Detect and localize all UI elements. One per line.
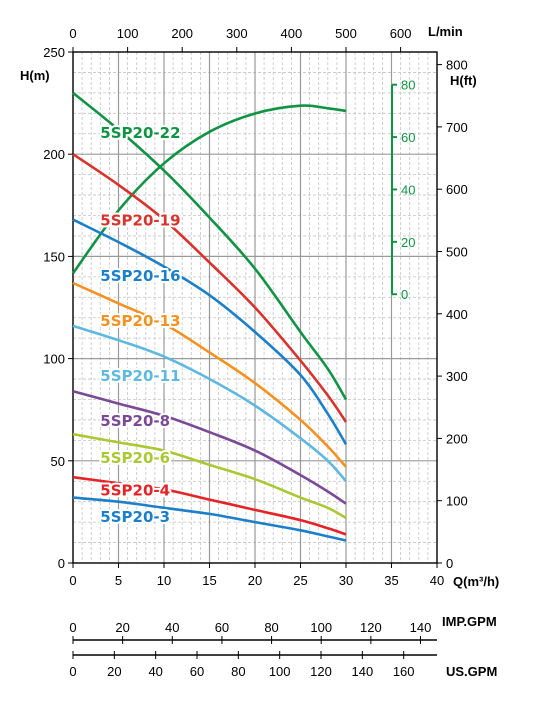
imp-gpm-tick-label: 20 — [115, 620, 129, 635]
us-gpm-upper-tick-label: 40 — [148, 664, 162, 679]
series-label: 5SP20-19 — [100, 212, 180, 230]
lmin-tick-label: 600 — [390, 26, 412, 41]
efficiency-tick-label: 40 — [401, 182, 415, 197]
series-line — [72, 218, 348, 446]
y-tick-label: 250 — [43, 45, 65, 60]
series-line — [72, 91, 348, 401]
us-gpm-upper-tick-label: 160 — [393, 664, 415, 679]
series-line — [72, 281, 347, 468]
efficiency-tick-label: 20 — [401, 235, 415, 250]
efficiency-axis: 0 20 40 60 80 — [391, 78, 415, 302]
series-line — [72, 153, 348, 423]
y2-tick-label: 100 — [446, 494, 468, 509]
efficiency-tick-label: 80 — [401, 78, 415, 93]
y-tick-label: 0 — [58, 556, 65, 571]
series-line — [72, 324, 347, 483]
y2-tick-label: 800 — [446, 58, 468, 73]
flow-unit-scales: 0 20 40 60 80 100 120 140 0 20 40 60 80 100 120 140 160 — [69, 620, 437, 679]
efficiency-tick-label: 60 — [401, 130, 415, 145]
imp-gpm-tick-label: 100 — [310, 620, 332, 635]
us-gpm-upper-tick-label: 120 — [310, 664, 332, 679]
series-label: 5SP20-22 — [100, 124, 180, 142]
x-tick-label: 0 — [69, 573, 76, 588]
y2-tick-label: 300 — [446, 369, 468, 384]
series-label: 5SP20-3 — [100, 508, 170, 526]
y2-tick-label: 200 — [446, 431, 468, 446]
y-tick-label: 50 — [51, 454, 65, 469]
series-label: 5SP20-4 — [100, 482, 170, 500]
tick-labels: 0 5 10 15 20 25 30 35 40050100150200250010020030… — [43, 26, 467, 588]
efficiency-tick-label: 0 — [401, 287, 408, 302]
imp-gpm-tick-label: 0 — [69, 620, 76, 635]
series-line — [72, 475, 347, 536]
efficiency-curve — [71, 104, 347, 275]
series-label: 5SP20-16 — [100, 267, 180, 285]
x-tick-label: 10 — [157, 573, 171, 588]
x-tick-label: 35 — [384, 573, 398, 588]
series-line — [72, 390, 347, 505]
y2-tick-label: 500 — [446, 244, 468, 259]
series-label: 5SP20-8 — [100, 412, 170, 430]
y2-tick-label: 600 — [446, 182, 468, 197]
y2-tick-label: 400 — [446, 307, 468, 322]
series-label: 5SP20-11 — [100, 367, 180, 385]
top-axis-label: L/min — [428, 24, 463, 39]
x-axis-label: Q(m³/h) — [453, 574, 499, 589]
us-gpm-upper-tick-label: 80 — [231, 664, 245, 679]
x-tick-label: 15 — [202, 573, 216, 588]
us-gpm-upper-tick-label: 0 — [69, 664, 76, 679]
series-label: 5SP20-6 — [100, 449, 170, 467]
y2-tick-label: 700 — [446, 120, 468, 135]
x-tick-label: 20 — [248, 573, 262, 588]
series-labels: 5SP20-22 5SP20-19 5SP20-16 5SP20-13 5SP20-11… — [98, 122, 182, 528]
lmin-tick-label: 0 — [69, 26, 76, 41]
series-curves — [71, 91, 348, 542]
y2-axis-label: H(ft) — [450, 73, 477, 88]
us-gpm-upper-tick-label: 100 — [269, 664, 291, 679]
lmin-tick-label: 300 — [226, 26, 248, 41]
y-tick-label: 100 — [43, 352, 65, 367]
y-axis-label: H(m) — [20, 68, 50, 83]
imp-gpm-tick-label: 80 — [264, 620, 278, 635]
x-tick-label: 30 — [339, 573, 353, 588]
lmin-tick-label: 200 — [171, 26, 193, 41]
x-tick-label: 40 — [430, 573, 444, 588]
imp-gpm-label: IMP.GPM — [442, 614, 497, 629]
imp-gpm-tick-label: 140 — [410, 620, 432, 635]
x-tick-label: 25 — [293, 573, 307, 588]
imp-gpm-tick-label: 120 — [360, 620, 382, 635]
us-gpm-upper-tick-label: 20 — [107, 664, 121, 679]
y2-tick-label: 0 — [446, 556, 453, 571]
lmin-tick-label: 500 — [335, 26, 357, 41]
series-line — [72, 432, 347, 520]
us-gpm-upper-tick-label: 60 — [190, 664, 204, 679]
imp-gpm-tick-label: 60 — [215, 620, 229, 635]
y-tick-label: 150 — [43, 249, 65, 264]
series-label: 5SP20-13 — [100, 312, 180, 330]
lmin-tick-label: 100 — [117, 26, 139, 41]
y-tick-label: 200 — [43, 147, 65, 162]
lmin-tick-label: 400 — [281, 26, 303, 41]
imp-gpm-tick-label: 40 — [165, 620, 179, 635]
series-line — [72, 496, 347, 542]
us-gpm-label: US.GPM — [446, 664, 497, 679]
us-gpm-upper-tick-label: 140 — [352, 664, 374, 679]
x-tick-label: 5 — [115, 573, 122, 588]
